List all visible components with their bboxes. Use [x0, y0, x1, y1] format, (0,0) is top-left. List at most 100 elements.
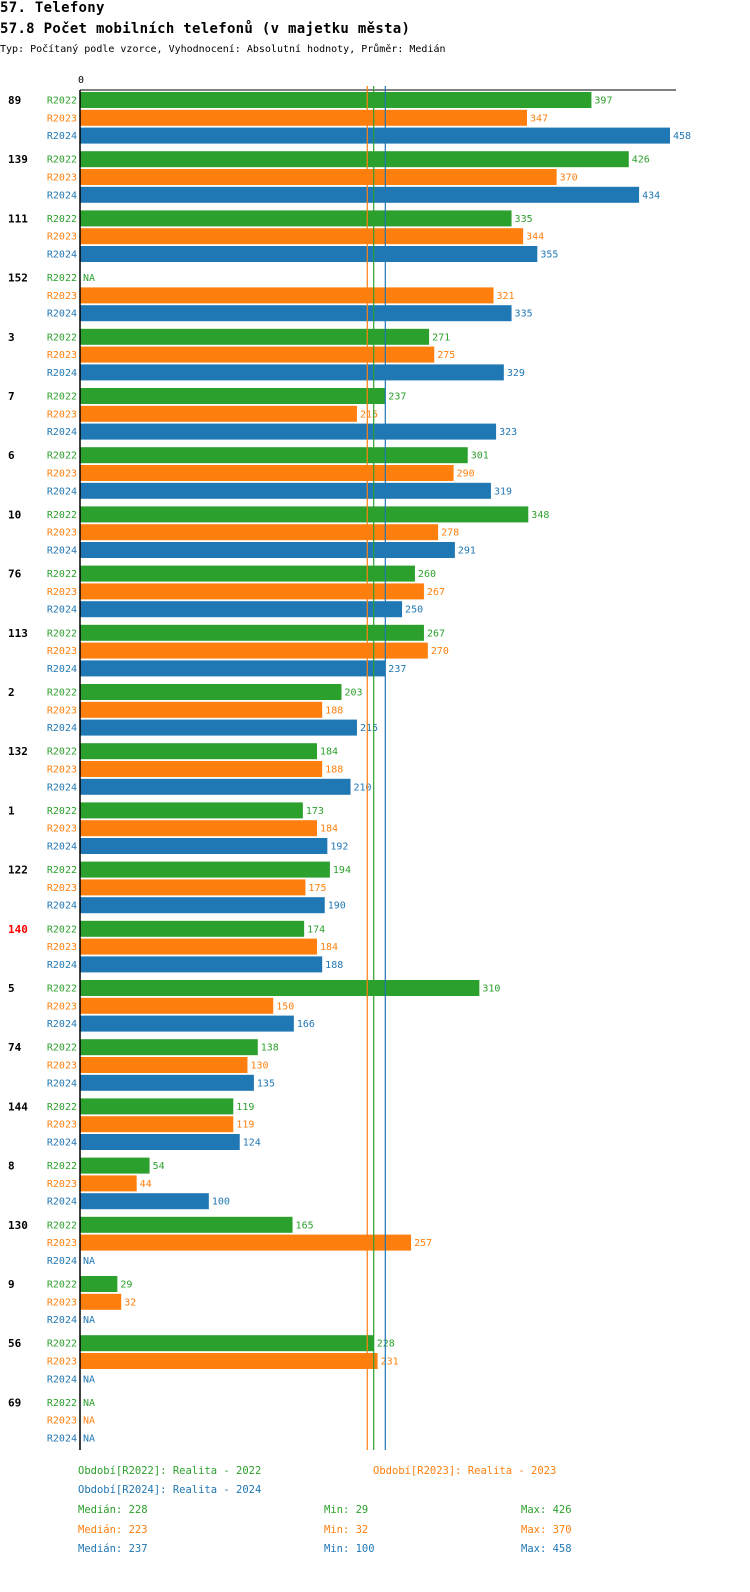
- series-label: R2023: [47, 824, 77, 835]
- category-label: 111: [8, 212, 28, 225]
- bar: [80, 897, 325, 914]
- bar: [80, 601, 403, 618]
- series-label: R2024: [47, 782, 77, 793]
- value-label: 271: [432, 332, 450, 343]
- category-label: 140: [8, 923, 28, 936]
- page-title: 57. Telefony: [0, 0, 105, 16]
- value-label: 203: [345, 688, 363, 699]
- series-label: R2023: [47, 409, 77, 420]
- bar: [80, 583, 424, 600]
- value-label: 192: [330, 842, 348, 853]
- series-label: R2024: [47, 1019, 77, 1030]
- series-label: R2022: [47, 96, 77, 107]
- bar: [80, 1234, 412, 1251]
- bar: [80, 524, 439, 541]
- series-label: R2023: [47, 1238, 77, 1249]
- bar: [80, 956, 323, 973]
- series-label: R2024: [47, 960, 77, 971]
- series-label: R2022: [47, 214, 77, 225]
- value-label: 335: [515, 214, 533, 225]
- value-label: 267: [427, 628, 445, 639]
- category-label: 1: [8, 804, 15, 817]
- bar: [80, 364, 504, 381]
- bar: [80, 506, 529, 523]
- bar: [80, 838, 328, 854]
- series-label: R2024: [47, 1374, 77, 1385]
- bar: [80, 778, 351, 795]
- bar: [80, 92, 592, 108]
- bar: [80, 719, 357, 736]
- value-label: 215: [360, 409, 378, 420]
- bar: [80, 660, 386, 677]
- bar: [80, 388, 386, 404]
- value-label: 150: [276, 1001, 294, 1012]
- chart-info: Typ: Počítaný podle vzorce, Vyhodnocení:…: [0, 44, 446, 55]
- value-label: 166: [297, 1019, 315, 1030]
- series-label: R2022: [47, 628, 77, 639]
- value-label: 135: [257, 1078, 275, 1089]
- value-label: 184: [320, 824, 338, 835]
- value-label: 291: [458, 546, 476, 557]
- series-label: R2022: [47, 273, 77, 284]
- category-label: 69: [8, 1396, 21, 1409]
- category-label: 2: [8, 686, 15, 699]
- bar: [80, 802, 303, 819]
- value-label: 215: [360, 723, 378, 734]
- bar: [80, 228, 524, 245]
- series-label: R2024: [47, 1078, 77, 1089]
- category-label: 9: [8, 1278, 15, 1291]
- series-label: R2023: [47, 765, 77, 776]
- bar: [80, 1193, 209, 1210]
- value-label: 290: [457, 469, 475, 480]
- series-label: R2023: [47, 1416, 77, 1427]
- bar: [80, 938, 318, 955]
- value-label: 54: [153, 1161, 165, 1172]
- bar: [80, 1116, 234, 1133]
- category-label: 122: [8, 864, 28, 877]
- value-label: 190: [328, 901, 346, 912]
- series-label: R2023: [47, 1120, 77, 1131]
- value-label: 130: [250, 1061, 268, 1072]
- series-label: R2023: [47, 232, 77, 243]
- category-label: 89: [8, 94, 21, 107]
- bar: [80, 109, 528, 126]
- category-label: 5: [8, 982, 15, 995]
- na-label: NA: [83, 1374, 95, 1385]
- na-label: NA: [83, 1398, 95, 1409]
- series-label: R2022: [47, 569, 77, 580]
- value-label: 275: [437, 350, 455, 361]
- bar: [80, 423, 497, 440]
- series-label: R2022: [47, 1161, 77, 1172]
- value-label: 250: [405, 605, 423, 616]
- series-label: R2024: [47, 605, 77, 616]
- value-label: 319: [494, 486, 512, 497]
- value-label: 188: [325, 765, 343, 776]
- series-label: R2023: [47, 1061, 77, 1072]
- bar: [80, 1098, 234, 1115]
- value-label: 184: [320, 747, 338, 758]
- value-label: 124: [243, 1138, 261, 1149]
- value-label: 44: [140, 1179, 152, 1190]
- series-label: R2024: [47, 664, 77, 675]
- bar: [80, 1276, 118, 1292]
- series-label: R2024: [47, 901, 77, 912]
- category-label: 6: [8, 449, 15, 462]
- value-label: 347: [530, 113, 548, 124]
- value-label: 348: [531, 510, 549, 521]
- series-label: R2024: [47, 1138, 77, 1149]
- value-label: 237: [388, 664, 406, 675]
- value-label: 260: [418, 569, 436, 580]
- series-label: R2024: [47, 427, 77, 438]
- bar: [80, 1057, 248, 1073]
- series-label: R2024: [47, 1315, 77, 1326]
- value-label: 32: [124, 1297, 136, 1308]
- bar: [80, 186, 640, 203]
- category-label: 74: [8, 1041, 22, 1054]
- value-label: 270: [431, 646, 449, 657]
- series-label: R2024: [47, 1434, 77, 1445]
- bar: [80, 1074, 254, 1091]
- series-label: R2024: [47, 309, 77, 320]
- chart-subtitle: 57.8 Počet mobilních telefonů (v majetku…: [0, 21, 411, 37]
- value-label: 397: [594, 96, 612, 107]
